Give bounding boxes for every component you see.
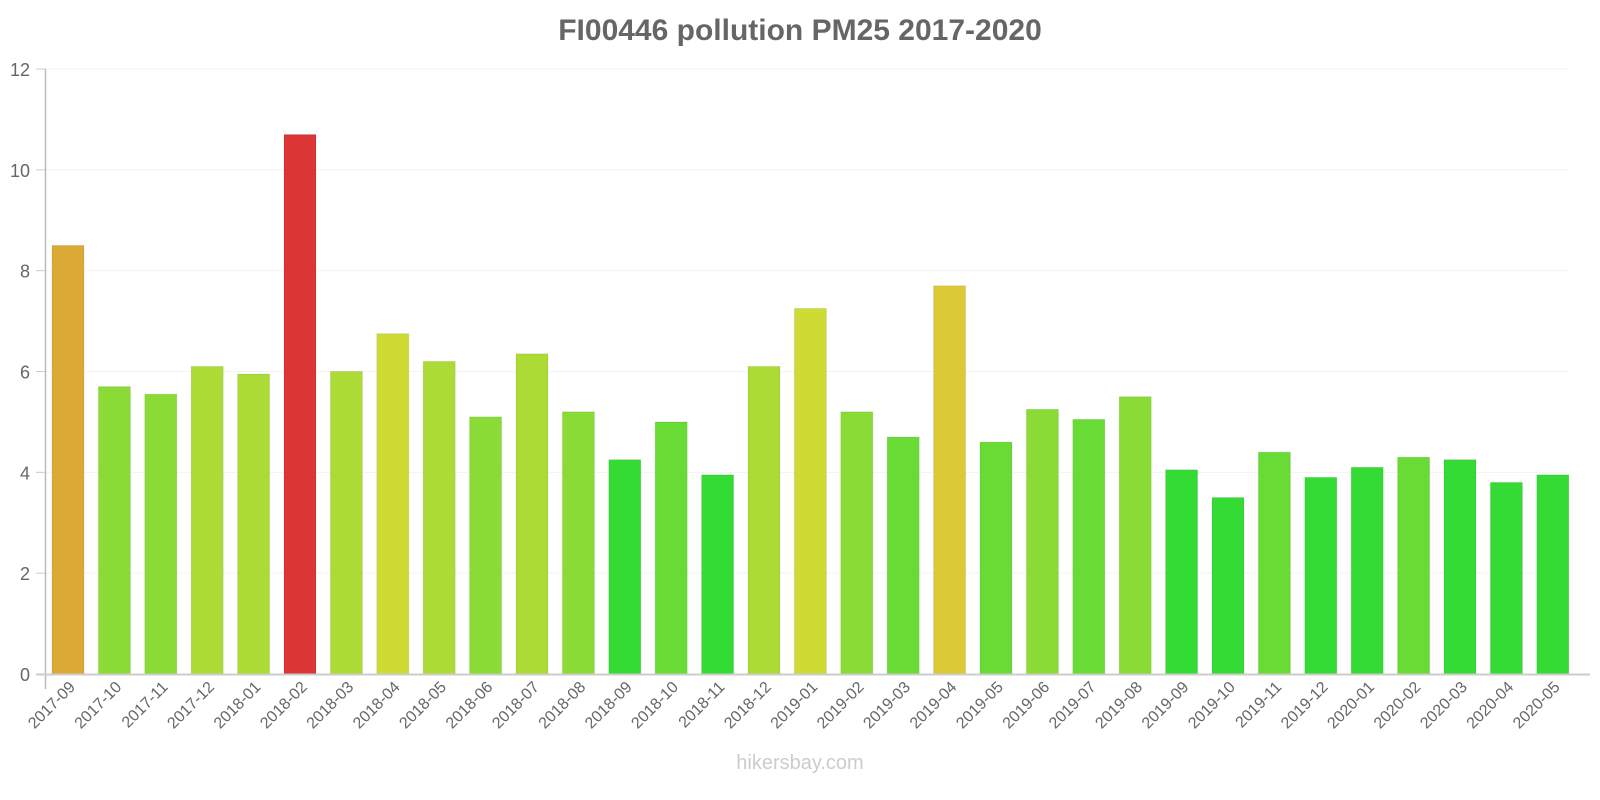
x-tick-label: 2020-05 — [1510, 679, 1564, 733]
y-tick-label: 6 — [20, 363, 30, 383]
x-tick-label: 2019-01 — [768, 679, 822, 733]
y-axis: 0 2 4 6 8 10 12 — [10, 60, 47, 689]
y-tick-label: 2 — [20, 564, 30, 584]
y-tick-label: 4 — [20, 463, 30, 483]
x-tick-label: 2018-03 — [304, 679, 358, 733]
bar-2019-04[interactable] — [933, 285, 967, 675]
x-tick-label: 2019-06 — [1000, 679, 1054, 733]
bar-2020-04[interactable] — [1489, 481, 1523, 675]
bar-2020-03[interactable] — [1443, 459, 1477, 675]
bar-2018-01[interactable] — [237, 373, 271, 675]
x-tick-label: 2018-12 — [721, 679, 775, 733]
x-tick-label: 2020-03 — [1417, 679, 1471, 733]
bar-2018-10[interactable] — [654, 421, 688, 675]
bar-2019-01[interactable] — [793, 307, 827, 675]
bar-2018-02[interactable] — [283, 134, 317, 675]
x-tick-label: 2019-11 — [1233, 679, 1286, 732]
bar-2018-03[interactable] — [329, 371, 363, 675]
bar-2017-09[interactable] — [51, 244, 85, 675]
bar-2019-05[interactable] — [979, 441, 1013, 675]
x-tick-label: 2018-08 — [536, 679, 590, 733]
bar-2020-01[interactable] — [1350, 466, 1384, 675]
x-tick-label: 2017-12 — [164, 679, 218, 733]
y-tick-label: 10 — [10, 161, 30, 181]
y-tick-label: 12 — [10, 60, 30, 80]
x-tick-label: 2018-09 — [582, 679, 636, 733]
watermark: hikersbay.com — [736, 752, 864, 774]
bar-2019-11[interactable] — [1257, 451, 1291, 675]
bar-2019-07[interactable] — [1072, 418, 1106, 675]
y-tick-label: 8 — [20, 262, 30, 282]
x-tick-label: 2018-01 — [211, 679, 265, 733]
x-tick-label: 2018-06 — [443, 679, 497, 733]
x-tick-label: 2019-10 — [1185, 679, 1239, 733]
bar-2019-02[interactable] — [840, 411, 874, 675]
x-tick-label: 2017-11 — [119, 679, 172, 732]
y-tick-label: 0 — [20, 665, 30, 685]
x-tick-label: 2018-10 — [628, 679, 682, 733]
bar-2019-08[interactable] — [1118, 396, 1152, 675]
x-tick-label: 2019-07 — [1046, 679, 1100, 733]
bar-2020-05[interactable] — [1536, 474, 1570, 675]
bar-2019-06[interactable] — [1025, 408, 1059, 675]
bar-2018-12[interactable] — [747, 365, 781, 675]
x-tick-label: 2019-05 — [953, 679, 1007, 733]
bar-2018-06[interactable] — [469, 416, 503, 675]
x-tick-label: 2020-02 — [1371, 679, 1425, 733]
x-tick-label: 2019-12 — [1278, 679, 1332, 733]
x-tick-label: 2019-03 — [860, 679, 914, 733]
bar-2017-12[interactable] — [190, 365, 224, 675]
x-axis: 2017-092017-102017-112017-122018-012018-… — [25, 673, 1590, 733]
bar-2018-09[interactable] — [608, 459, 642, 675]
bar-2019-12[interactable] — [1304, 476, 1338, 675]
x-tick-label: 2018-02 — [257, 679, 311, 733]
chart-title: FI00446 pollution PM25 2017-2020 — [558, 14, 1042, 47]
bar-2018-11[interactable] — [701, 474, 735, 675]
bar-2019-10[interactable] — [1211, 497, 1245, 675]
x-tick-label: 2018-07 — [489, 679, 543, 733]
bar-2020-02[interactable] — [1397, 456, 1431, 675]
bars — [51, 134, 1570, 675]
bar-2019-03[interactable] — [886, 436, 920, 675]
x-tick-label: 2019-09 — [1139, 679, 1193, 733]
x-tick-label: 2018-04 — [350, 679, 404, 733]
bar-2017-11[interactable] — [144, 393, 178, 675]
bar-2018-07[interactable] — [515, 353, 549, 675]
x-tick-label: 2017-10 — [72, 679, 126, 733]
x-tick-label: 2019-02 — [814, 679, 868, 733]
bar-2019-09[interactable] — [1165, 469, 1199, 675]
x-tick-label: 2017-09 — [25, 679, 79, 733]
x-tick-label: 2018-11 — [676, 679, 729, 732]
x-tick-label: 2018-05 — [396, 679, 450, 733]
bar-2018-08[interactable] — [561, 411, 595, 675]
bar-2018-04[interactable] — [376, 333, 410, 675]
x-tick-label: 2020-01 — [1324, 679, 1378, 733]
bar-2018-05[interactable] — [422, 360, 456, 675]
x-tick-label: 2019-08 — [1092, 679, 1146, 733]
bar-2017-10[interactable] — [97, 386, 131, 675]
x-tick-label: 2020-04 — [1464, 679, 1518, 733]
x-tick-label: 2019-04 — [907, 679, 961, 733]
